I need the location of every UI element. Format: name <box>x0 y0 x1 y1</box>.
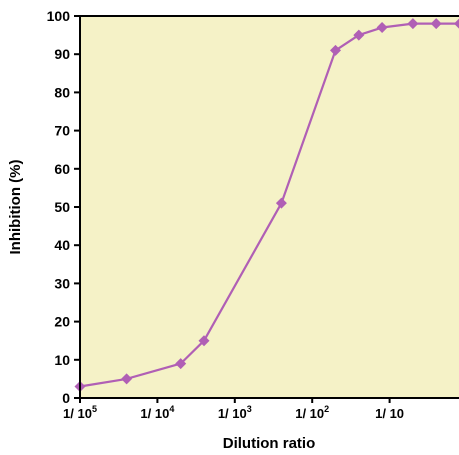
x-tick-label-exponent: 2 <box>324 404 329 414</box>
y-tick-label: 80 <box>54 84 70 100</box>
y-tick-label: 90 <box>54 46 70 62</box>
data-point-marker <box>121 373 133 385</box>
data-point-marker <box>453 18 459 29</box>
series-layer <box>74 18 459 393</box>
x-tick-label: 1/ 105 <box>63 404 97 421</box>
x-tick-label-exponent: 5 <box>92 404 97 414</box>
y-tick-label: 50 <box>54 199 70 215</box>
y-tick-label: 70 <box>54 123 70 139</box>
data-point-marker <box>353 29 365 41</box>
y-tick-label: 60 <box>54 161 70 177</box>
x-tick-label-base: 1/ 10 <box>218 406 247 421</box>
data-point-marker <box>430 18 442 30</box>
y-tick-label: 100 <box>47 8 71 24</box>
y-ticks: 0 10 20 30 40 50 60 70 80 90 100 <box>47 8 80 406</box>
data-point-marker <box>329 44 341 56</box>
data-point-marker <box>198 335 210 347</box>
y-tick-label: 20 <box>54 314 70 330</box>
data-point-marker <box>275 197 287 209</box>
series-markers <box>74 18 459 393</box>
y-tick-label: 40 <box>54 237 70 253</box>
x-tick-label-exponent: 4 <box>169 404 174 414</box>
x-axis-title: Dilution ratio <box>223 435 316 452</box>
y-tick-label: 0 <box>62 390 70 406</box>
x-tick-label-base: 1/ 10 <box>295 406 324 421</box>
y-axis-title: Inhibition (%) <box>7 160 24 255</box>
x-tick-label: 1/ 102 <box>295 404 329 421</box>
data-point-marker <box>376 21 388 33</box>
x-tick-label-exponent: 3 <box>247 404 252 414</box>
data-point-marker <box>175 358 187 370</box>
x-tick-label-base: 1/ 10 <box>140 406 169 421</box>
x-tick-label: 1/ 10 <box>375 406 404 421</box>
data-point-marker <box>407 18 419 30</box>
x-tick-label: 1/ 103 <box>218 404 252 421</box>
x-tick-label-base: 1/ 10 <box>63 406 92 421</box>
x-tick-label: 1/ 104 <box>140 404 174 421</box>
y-tick-label: 30 <box>54 275 70 291</box>
x-tick-label-base: 1/ 10 <box>375 406 404 421</box>
y-tick-label: 10 <box>54 352 70 368</box>
plot-background <box>80 16 459 398</box>
